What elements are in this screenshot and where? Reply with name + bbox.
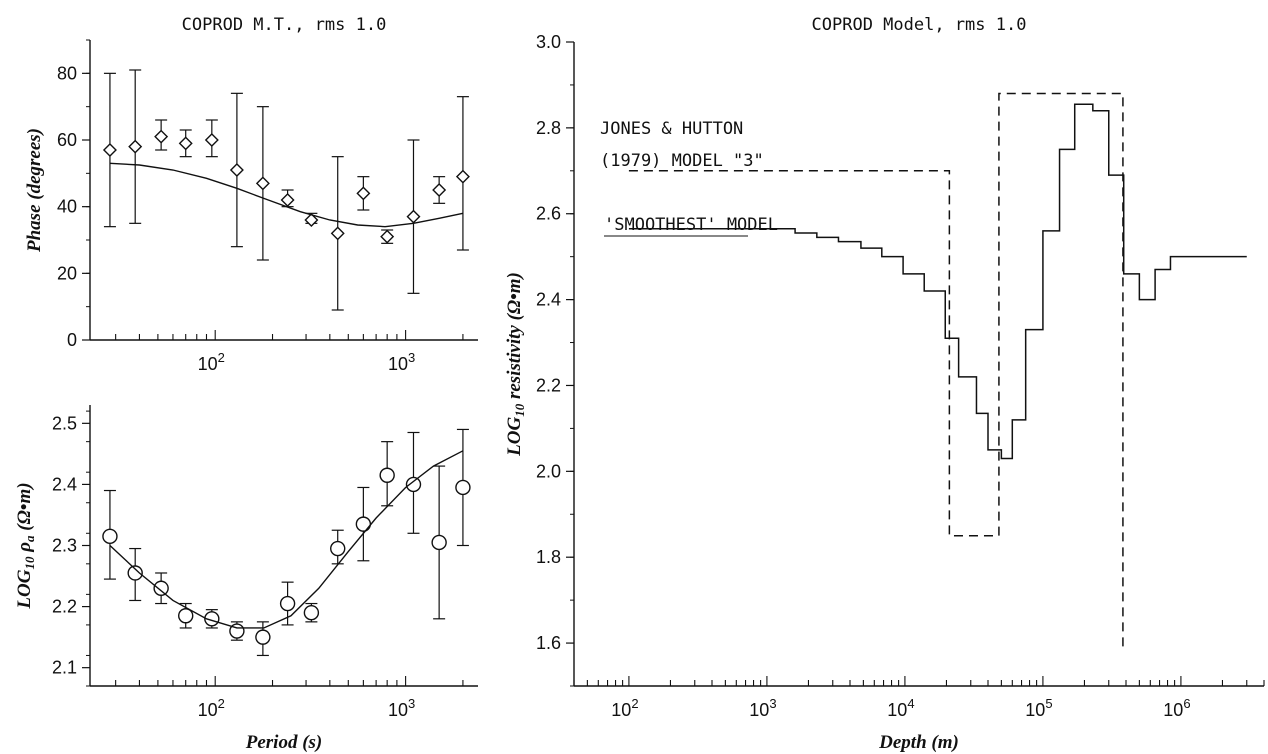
x-tick-label: 102 [198,696,225,720]
apparent-resistivity-panel: 2.1 2.2 2.3 2.4 2.5 102 103 Period (s) LOG10 ρa … [14,405,478,753]
y-tick-label: 2.4 [536,290,561,310]
data-point-diamond [280,193,295,207]
data-point-circle [455,479,471,496]
data-point-circle [279,595,296,612]
y-tick-label: 3.0 [536,32,561,52]
data-point-diamond [154,129,169,144]
data-point-diamond [432,183,447,197]
x-tick-label: 102 [198,350,225,374]
y-tick-label: 1.6 [536,633,561,653]
annotation-jones-hutton: JONES & HUTTON [600,119,743,139]
model-curve [109,450,464,629]
x-tick-label: 106 [1163,696,1190,720]
data-point-circle [255,629,271,645]
y-tick-label: 2.1 [52,658,77,678]
y-axis-label: LOG10 ρa (Ω•m) [14,482,37,609]
data-point-circle [431,534,447,551]
x-tick-label: 104 [887,696,914,720]
data-point-diamond [330,226,345,241]
y-tick-label: 2.0 [536,461,561,481]
chart-title: COPROD Model, rms 1.0 [812,15,1027,35]
x-axis-label: Depth (m) [878,732,959,753]
annotation-smoothest-model: 'SMOOTHEST' MODEL [604,215,778,235]
data-point-circle [178,608,194,624]
x-tick-label: 105 [1025,696,1052,720]
x-axis-label: Period (s) [245,732,323,753]
data-point-circle [330,540,346,557]
data-point-circle [379,467,395,483]
annotation-model-3: (1979) MODEL "3" [600,151,764,171]
model-curve [109,162,464,228]
y-tick-label: 0 [67,330,77,350]
y-tick-label: 2.2 [52,597,77,617]
data-point-circle [127,565,143,581]
y-tick-label: 2.5 [52,413,77,433]
data-point-diamond [204,133,219,147]
data-point-diamond [128,139,143,154]
smoothest-model-line [628,103,1247,460]
y-tick-label: 2.6 [536,204,561,224]
data-point-diamond [178,136,193,151]
y-tick-label: 2.4 [52,474,77,494]
data-point-circle [102,528,118,545]
x-tick-label: 103 [388,696,415,720]
y-tick-label: 60 [57,130,77,150]
x-tick-label: 103 [749,696,776,720]
phase-panel: 0 20 40 60 80 102 103 COPROD M.T., rms 1.0 Phase… [24,15,478,374]
y-tick-label: 2.2 [536,375,561,395]
y-tick-label: 2.8 [536,118,561,138]
x-tick-label: 103 [388,350,415,374]
data-point-diamond [255,176,270,191]
data-point-diamond [102,143,117,157]
data-point-diamond [380,229,395,244]
data-point-circle [303,604,320,621]
chart-title: COPROD M.T., rms 1.0 [182,15,387,35]
y-tick-label: 1.8 [536,547,561,567]
model-panel: 1.6 1.8 2.0 2.2 2.4 2.6 2.8 3.0 102 103 104 105 106 C… [504,15,1265,753]
data-point-circle [405,476,422,493]
y-tick-label: 40 [57,197,77,217]
jones-hutton-model-line [628,92,1124,652]
y-axis-label: Phase (degrees) [24,128,45,253]
data-point-circle [204,611,220,627]
y-tick-label: 80 [57,63,77,83]
y-tick-label: 20 [57,263,77,283]
data-point-diamond [356,186,371,201]
data-point-diamond [406,209,421,224]
data-point-circle [153,580,169,596]
data-point-diamond [304,213,319,227]
data-point-diamond [455,169,470,184]
data-point-circle [355,516,372,532]
data-point-diamond [229,163,244,177]
x-tick-label: 102 [611,696,638,720]
y-axis-label: LOG10 resistivity (Ω•m) [504,272,527,457]
y-tick-label: 2.3 [52,536,77,556]
